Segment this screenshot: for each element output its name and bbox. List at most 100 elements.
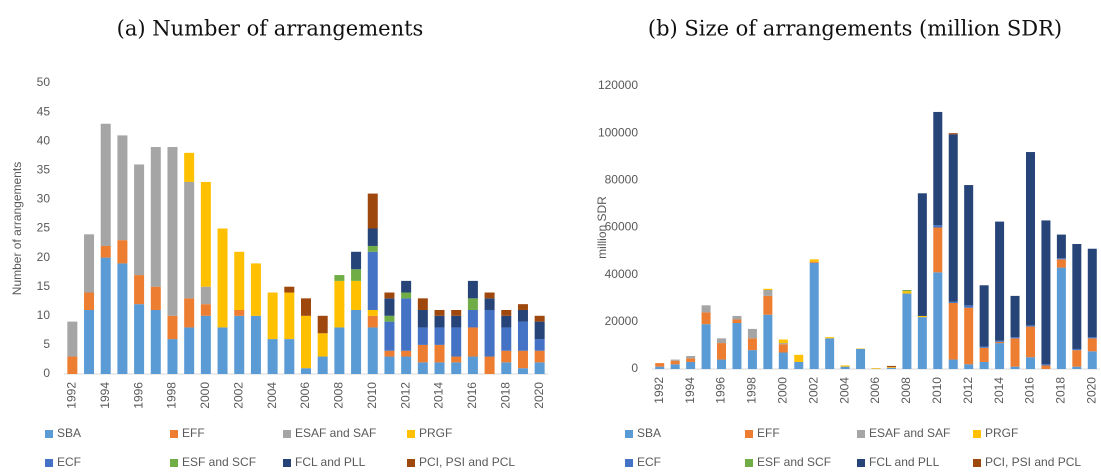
bar-segment [948, 301, 958, 303]
bar-segment [732, 315, 742, 320]
bar-segment [948, 302, 958, 360]
bar-segment [655, 366, 665, 369]
bar-segment [534, 315, 545, 322]
y-tick-label: 100000 [598, 125, 638, 139]
legend-label: SBA [637, 426, 661, 440]
bar-segment [856, 348, 866, 369]
bar-segment [809, 261, 819, 263]
x-tick-label: 2004 [837, 377, 851, 404]
bar-segment [902, 291, 912, 294]
legend-swatch [745, 459, 753, 467]
y-tick-label: 45 [37, 104, 51, 118]
x-tick-label: 2006 [868, 377, 882, 404]
legend-label: PRGF [985, 426, 1018, 440]
bar-segment [701, 312, 711, 325]
bar-segment [747, 328, 757, 339]
legend-swatch [283, 459, 291, 467]
y-tick-label: 60000 [605, 220, 639, 234]
bar-segment [686, 361, 696, 369]
x-tick-label: 1996 [714, 377, 728, 404]
bar-segment [417, 298, 428, 310]
bar-segment [334, 327, 345, 374]
bar-segment [451, 327, 462, 357]
bar-segment [1010, 337, 1020, 339]
y-tick-label: 80000 [605, 173, 639, 187]
bar-segment [334, 280, 345, 328]
bar-segment [964, 364, 974, 369]
x-tick-label: 1998 [745, 377, 759, 404]
bar-segment [886, 365, 896, 368]
bar-segment [517, 309, 528, 322]
bar-segment [670, 360, 680, 365]
bar-segment [1010, 338, 1020, 367]
legend-label: SBA [57, 426, 81, 440]
bar-segment [917, 315, 927, 318]
bar-segment [1010, 366, 1020, 369]
bar-segment [284, 286, 295, 293]
bar-segment [1025, 326, 1035, 358]
bar-segment [434, 315, 445, 328]
bar-segment [284, 339, 295, 374]
bar-segment [1025, 357, 1035, 369]
bar-segment [809, 262, 819, 369]
bar-segment [917, 193, 927, 316]
x-tick-label: 1992 [65, 382, 79, 409]
bar-segment [451, 362, 462, 374]
bar-segment [467, 309, 478, 328]
bar-segment [384, 350, 395, 357]
bar-segment [434, 362, 445, 374]
x-tick-label: 2014 [432, 382, 446, 409]
legend-swatch [45, 430, 53, 438]
bar-segment [134, 164, 145, 276]
bar-segment [200, 304, 211, 316]
bar-segment [655, 363, 665, 367]
bar-segment [167, 315, 178, 340]
bar-segment [517, 368, 528, 374]
y-tick-label: 0 [43, 366, 50, 380]
bar-segment [501, 350, 512, 363]
y-tick-label: 120000 [598, 78, 638, 92]
legend-swatch [745, 430, 753, 438]
bar-segment [1056, 259, 1066, 268]
bar-segment [717, 359, 727, 369]
bar-segment [134, 304, 145, 374]
y-tick-label: 40 [37, 133, 51, 147]
y-tick-label: 20000 [605, 314, 639, 328]
legend-label: ESF and SCF [757, 455, 831, 469]
x-tick-label: 2016 [1023, 377, 1037, 404]
legend-swatch [407, 459, 415, 467]
x-tick-label: 2018 [498, 382, 512, 409]
bar-segment [217, 228, 228, 328]
bar-segment [67, 356, 78, 374]
bar-segment [100, 123, 111, 246]
bar-segment [184, 327, 195, 374]
bar-segment [1087, 337, 1097, 339]
legend-label: PRGF [419, 426, 452, 440]
bar-segment [794, 361, 804, 369]
y-tick-label: 50 [37, 75, 51, 89]
x-tick-label: 2020 [532, 382, 546, 409]
bar-segment [778, 352, 788, 369]
x-tick-label: 2004 [265, 382, 279, 409]
bar-segment [534, 350, 545, 363]
bar-segment [417, 327, 428, 345]
bar-segment [979, 361, 989, 369]
x-tick-label: 2002 [231, 382, 245, 409]
legend-swatch [283, 430, 291, 438]
legend-swatch [170, 459, 178, 467]
bar-segment [234, 309, 245, 316]
bar-segment [234, 251, 245, 310]
bar-segment [717, 343, 727, 360]
bar-segment [100, 245, 111, 258]
bar-segment [501, 315, 512, 328]
bar-segment [167, 339, 178, 374]
x-tick-label: 2000 [198, 382, 212, 409]
bar-segment [351, 309, 362, 374]
legend-swatch [973, 430, 981, 438]
legend-swatch [170, 430, 178, 438]
bar-segment [1072, 348, 1082, 351]
bar-segment [1072, 244, 1082, 349]
bar-segment [117, 263, 128, 374]
bar-segment [451, 309, 462, 316]
